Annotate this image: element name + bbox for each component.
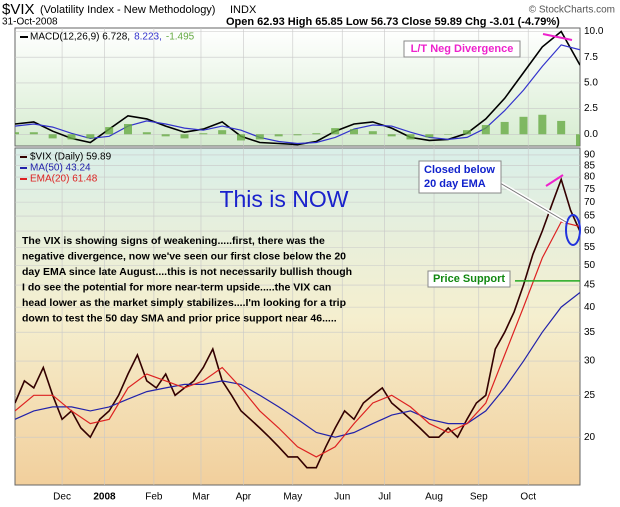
support-label: Price Support	[433, 273, 505, 285]
x-tick-label: Oct	[520, 492, 536, 503]
symbol: $VIX	[2, 1, 35, 18]
y-tick-label: 25	[584, 390, 596, 401]
y-tick-label: 70	[584, 197, 596, 208]
histogram-bar	[331, 128, 340, 135]
histogram-bar	[576, 134, 580, 146]
y-tick-label: 80	[584, 172, 596, 183]
index-name: (Volatility Index - New Methodology)	[40, 4, 215, 16]
histogram-bar	[519, 116, 528, 135]
y-tick-label: 0.0	[584, 129, 598, 140]
legend-label: MA(50) 43.24	[30, 163, 91, 174]
x-tick-label: Apr	[236, 492, 252, 503]
price-plot	[15, 148, 580, 485]
histogram-bar	[274, 134, 283, 137]
y-tick-label: 75	[584, 184, 596, 195]
x-tick-label: Dec	[53, 492, 71, 503]
histogram-bar	[86, 134, 95, 139]
commentary-line: head lower as the market simply stabiliz…	[22, 297, 346, 309]
histogram-bar	[312, 133, 321, 135]
histogram-bar	[180, 134, 189, 139]
histogram-bar	[368, 131, 377, 135]
histogram-bar	[237, 134, 245, 141]
histogram-bar	[142, 132, 151, 135]
y-tick-label: 60	[584, 226, 596, 237]
y-tick-label: 35	[584, 327, 596, 338]
histogram-bar	[387, 134, 396, 137]
y-tick-label: 65	[584, 211, 596, 222]
quote: Open 62.93 High 65.85 Low 56.73 Close 59…	[226, 16, 560, 28]
histogram-bar	[15, 132, 19, 135]
exchange: INDX	[230, 4, 257, 16]
series-line	[15, 292, 580, 438]
histogram-bar	[67, 134, 76, 140]
y-tick-label: 10.0	[584, 26, 604, 37]
histogram-bar	[444, 134, 453, 135]
callout-pointer	[499, 182, 567, 223]
histogram-bar	[29, 132, 38, 135]
histogram-bar	[293, 134, 302, 136]
legend-label: EMA(20) 61.48	[30, 174, 98, 185]
x-tick-label: Sep	[470, 492, 488, 503]
y-tick-label: 85	[584, 160, 596, 171]
legend-label: $VIX (Daily) 59.89	[30, 152, 112, 163]
x-tick-label: Aug	[425, 492, 443, 503]
y-tick-label: 50	[584, 260, 596, 271]
histogram-bar	[557, 120, 566, 135]
histogram-bar	[481, 125, 490, 135]
annotation-box	[427, 270, 511, 288]
y-tick-label: 7.5	[584, 52, 598, 63]
copyright: © StockCharts.com	[529, 5, 615, 16]
annotation-box	[418, 160, 502, 194]
histogram-bar	[124, 124, 132, 135]
histogram-bar	[218, 130, 227, 135]
y-tick-label: 55	[584, 242, 596, 253]
highlight-ellipse	[565, 214, 581, 246]
histogram-bar	[463, 130, 471, 135]
histogram-bar	[350, 129, 358, 135]
y-tick-label: 30	[584, 356, 596, 367]
headline: This is NOW	[219, 186, 348, 212]
divergence-line	[545, 174, 564, 187]
histogram-bar	[199, 133, 208, 135]
commentary-line: The VIX is showing signs of weakening...…	[22, 235, 325, 247]
commentary-line: down to test the 50 day SMA and prior pr…	[22, 312, 337, 324]
callout-text: Closed below	[424, 164, 495, 176]
histogram-bar	[538, 114, 547, 135]
y-tick-label: 45	[584, 280, 596, 291]
price-panel	[14, 147, 581, 486]
x-tick-label: Mar	[192, 492, 210, 503]
annotation-box	[403, 40, 521, 58]
commentary-line: I do see the potential for more near-ter…	[22, 281, 331, 293]
annotation: L/T Neg Divergence	[411, 43, 514, 55]
commentary-line: day EMA since late August....this is not…	[22, 266, 352, 278]
histogram-bar	[425, 134, 434, 138]
y-tick-label: 90	[584, 150, 596, 161]
commentary-line: negative divergence, now we've seen our …	[22, 250, 346, 262]
x-tick-label: Jun	[334, 492, 350, 503]
legend-label: 8.223,	[134, 32, 162, 43]
legend-label: -1.495	[166, 32, 195, 43]
y-tick-label: 2.5	[584, 103, 598, 114]
callout-text: 20 day EMA	[424, 178, 486, 190]
histogram-bar	[406, 134, 415, 140]
x-tick-label: 2008	[93, 492, 116, 503]
divergence-line	[542, 33, 573, 41]
series-line	[15, 221, 580, 458]
y-tick-label: 40	[584, 302, 596, 313]
histogram-bar	[161, 134, 170, 137]
x-tick-label: May	[283, 492, 302, 503]
y-tick-label: 20	[584, 432, 596, 443]
legend-label: MACD(12,26,9) 6.728,	[30, 32, 130, 43]
histogram-bar	[255, 134, 264, 140]
histogram-bar	[105, 127, 114, 135]
date: 31-Oct-2008	[2, 17, 58, 28]
y-tick-label: 5.0	[584, 78, 598, 89]
series-line	[15, 176, 580, 469]
histogram-bar	[48, 134, 57, 139]
x-tick-label: Feb	[145, 492, 163, 503]
x-tick-label: Jul	[378, 492, 391, 503]
histogram-bar	[500, 121, 509, 135]
